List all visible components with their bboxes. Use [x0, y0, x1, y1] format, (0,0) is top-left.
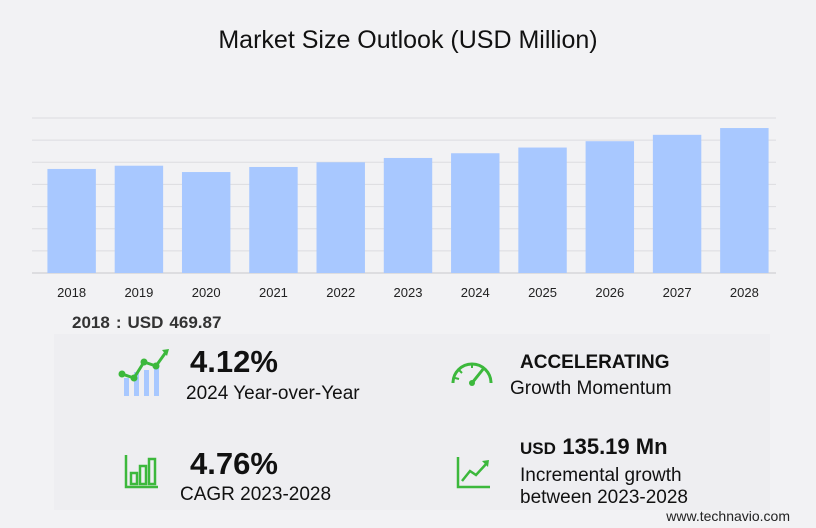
- x-tick-label: 2025: [528, 285, 557, 300]
- stats-panel: [54, 334, 770, 510]
- x-tick-label: 2021: [259, 285, 288, 300]
- x-tick-label: 2028: [730, 285, 759, 300]
- bar-chart-icon: [124, 455, 158, 489]
- x-tick-label: 2019: [124, 285, 153, 300]
- incremental-value: USD 135.19 Mn: [520, 434, 668, 460]
- x-tick-label: 2018: [57, 285, 86, 300]
- base-separator: :: [115, 313, 122, 332]
- cagr-value: 4.76%: [190, 446, 278, 481]
- incremental-label-2: between 2023-2028: [520, 487, 688, 508]
- base-year-label: 2018: USD 469.87: [72, 313, 227, 333]
- base-currency: USD: [127, 313, 164, 332]
- growth-chart-icon: [118, 349, 169, 396]
- bar-2025: [518, 147, 567, 273]
- bar-2022: [316, 162, 365, 273]
- incremental-currency: USD: [520, 439, 556, 458]
- momentum-label: Growth Momentum: [510, 378, 672, 399]
- bar-2023: [383, 157, 433, 273]
- x-tick-label: 2022: [326, 285, 355, 300]
- bar-2026: [585, 141, 635, 273]
- chart-title: Market Size Outlook (USD Million): [218, 26, 598, 54]
- x-tick-label: 2020: [192, 285, 221, 300]
- yoy-label: 2024 Year-over-Year: [186, 383, 360, 404]
- speedometer-icon: [451, 362, 493, 386]
- bar-2020: [181, 172, 231, 273]
- base-value: 469.87: [169, 313, 222, 332]
- footer-url: www.technavio.com: [666, 508, 790, 524]
- bar-2021: [249, 166, 298, 273]
- x-tick-label: 2027: [663, 285, 692, 300]
- x-tick-label: 2023: [394, 285, 423, 300]
- trend-line-icon: [456, 457, 490, 489]
- bar-2018: [47, 168, 96, 273]
- bar-2027: [652, 134, 702, 273]
- bar-2019: [114, 165, 164, 273]
- x-tick-label: 2024: [461, 285, 490, 300]
- bar-chart: 2018 2019 2020 2021 2022 2023 2024 2025 2026 2027…: [32, 117, 776, 300]
- bar-2024: [451, 153, 500, 273]
- incremental-label-1: Incremental growth: [520, 465, 682, 486]
- chart-bars: [47, 128, 769, 273]
- bar-2028: [720, 128, 769, 273]
- cagr-label: CAGR 2023-2028: [180, 484, 332, 505]
- yoy-value: 4.12%: [190, 344, 278, 379]
- chart-x-ticks: 2018 2019 2020 2021 2022 2023 2024 2025 2026 2027…: [57, 285, 759, 300]
- x-tick-label: 2026: [595, 285, 624, 300]
- incremental-amount: 135.19 Mn: [562, 434, 668, 459]
- momentum-value: ACCELERATING: [520, 352, 670, 373]
- base-year: 2018: [72, 313, 110, 332]
